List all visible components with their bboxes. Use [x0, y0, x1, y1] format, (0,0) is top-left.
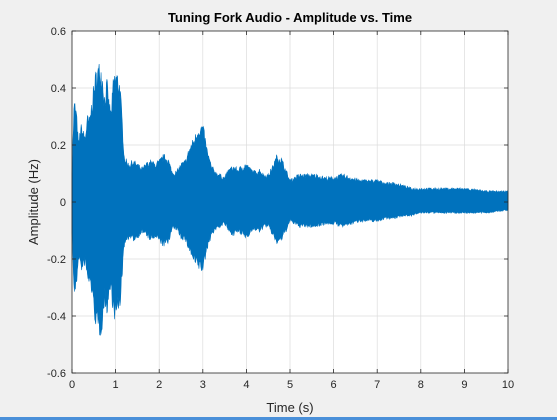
- y-tick-label: 0.4: [51, 83, 66, 95]
- x-tick-label: 8: [418, 379, 424, 391]
- x-tick-label: 7: [374, 379, 380, 391]
- x-tick-label: 10: [502, 379, 514, 391]
- x-tick-label: 9: [461, 379, 467, 391]
- x-axis-label: Time (s): [266, 400, 313, 415]
- y-tick-label: 0: [60, 197, 66, 209]
- x-tick-label: 5: [287, 379, 293, 391]
- x-tick-label: 4: [243, 379, 249, 391]
- y-tick-label: -0.2: [47, 254, 66, 266]
- chart-title: Tuning Fork Audio - Amplitude vs. Time: [168, 10, 412, 25]
- y-tick-label: -0.6: [47, 368, 66, 380]
- x-tick-label: 6: [331, 379, 337, 391]
- y-axis-label: Amplitude (Hz): [26, 159, 41, 245]
- y-axis-ticks: -0.6 -0.4 -0.2 0 0.2 0.4 0.6: [47, 26, 508, 380]
- window-bottom-edge: [0, 417, 557, 420]
- x-tick-label: 2: [156, 379, 162, 391]
- x-tick-label: 1: [113, 379, 119, 391]
- y-tick-label: 0.2: [51, 140, 66, 152]
- x-axis-ticks: 0 1 2 3 4 5 6 7 8 9 10: [69, 31, 514, 391]
- x-tick-label: 3: [200, 379, 206, 391]
- x-tick-label: 0: [69, 379, 75, 391]
- y-tick-label: 0.6: [51, 26, 66, 38]
- y-tick-label: -0.4: [47, 311, 66, 323]
